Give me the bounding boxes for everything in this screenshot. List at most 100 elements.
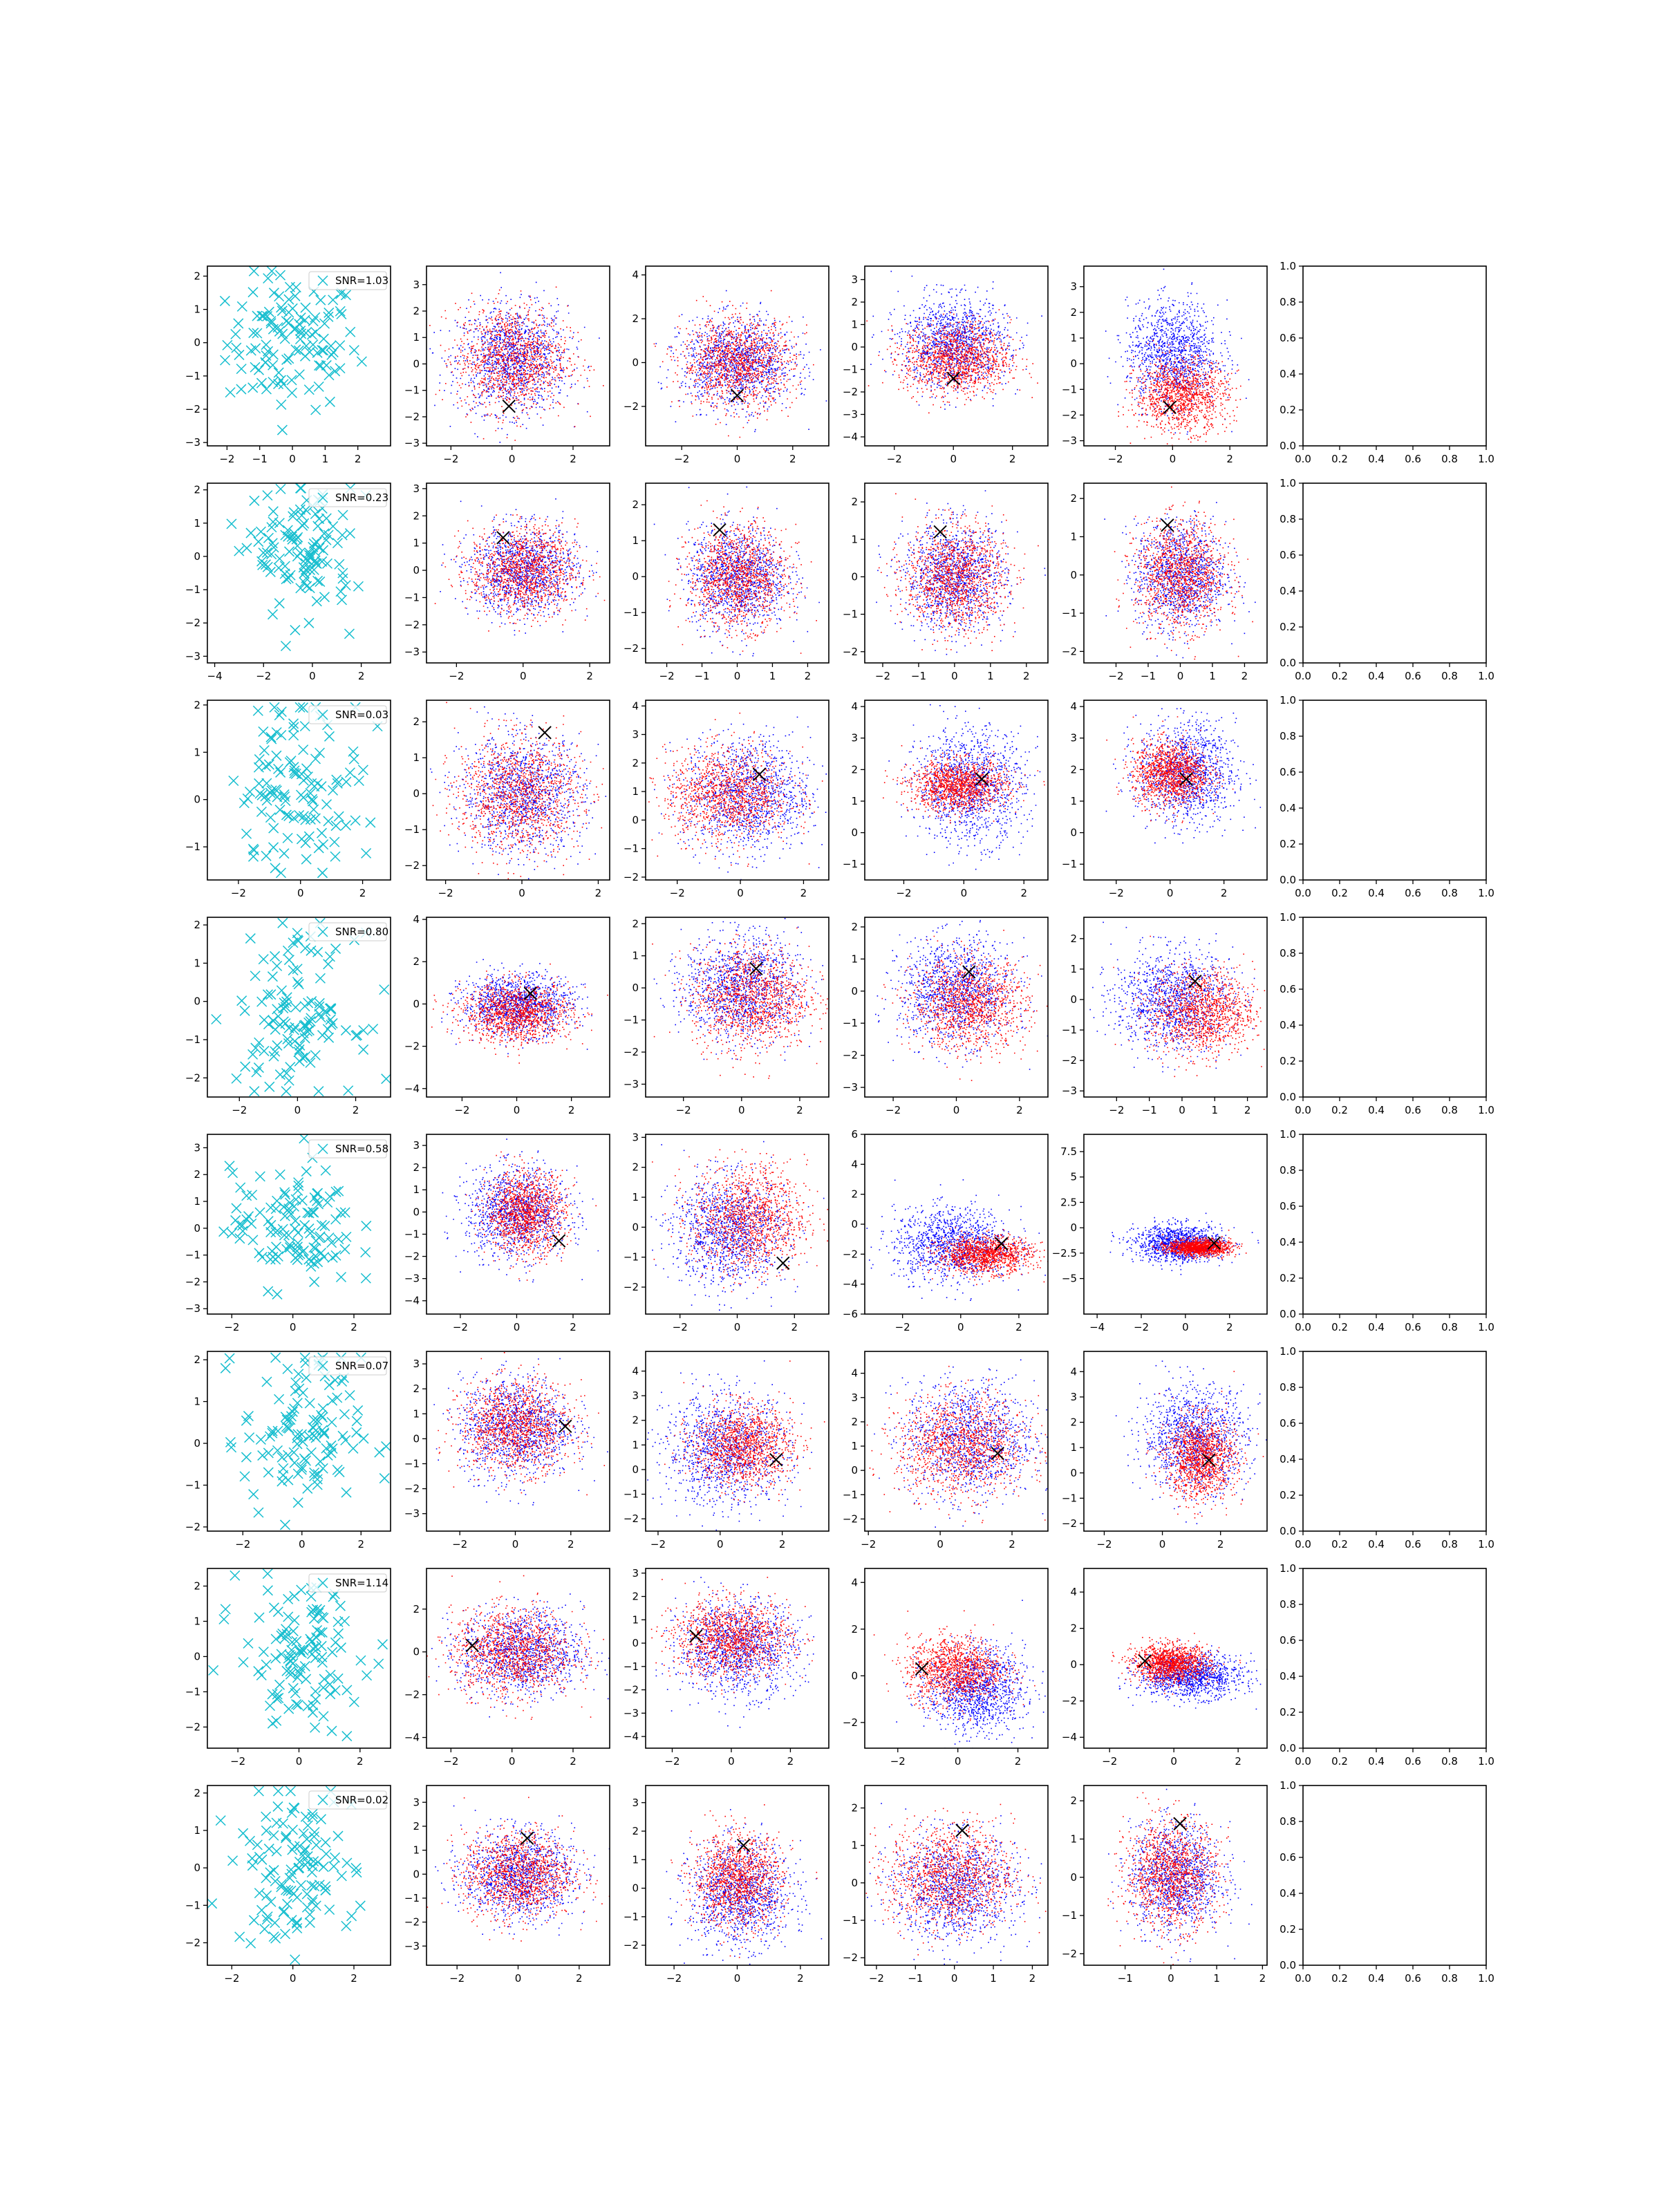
data-point (276, 270, 285, 280)
data-point (254, 1613, 264, 1622)
y-tick-label: 2 (413, 509, 420, 522)
y-tick-label: −1 (404, 591, 420, 603)
data-point (253, 706, 263, 715)
data-point (312, 1480, 322, 1490)
scatter-red (845, 1804, 1047, 1956)
x-tick-label: 0 (1167, 887, 1174, 899)
data-point (316, 295, 326, 305)
data-point (228, 1856, 238, 1866)
x-axis: −2 0 2 (453, 1314, 577, 1333)
data-point (301, 303, 310, 312)
x-axis: 0.0 0.2 0.4 0.6 0.8 1.0 (1295, 663, 1494, 682)
y-axis: 0.00.20.40.60.81.0 (1280, 694, 1303, 886)
y-tick-label: 3 (413, 482, 420, 495)
x-tick-label: −2 (235, 1538, 250, 1550)
data-point (225, 1437, 235, 1447)
y-tick-label: 1 (851, 1839, 858, 1852)
axes-frame (427, 1568, 610, 1748)
data-point (257, 1855, 267, 1864)
x-tick-label: 2 (358, 670, 365, 682)
x-tick-label: −2 (256, 670, 271, 682)
data-point (318, 868, 328, 878)
y-tick-label: −4 (404, 1295, 420, 1307)
data-point (379, 1474, 389, 1483)
data-point (230, 1571, 240, 1580)
data-point (308, 796, 317, 806)
x-tick-label: 0 (953, 1104, 960, 1116)
x-tick-label: 0.4 (1368, 1972, 1385, 1985)
y-tick-label: 0.0 (1280, 1959, 1296, 1971)
data-point (232, 1203, 241, 1213)
legend-label: SNR=0.07 (335, 1360, 388, 1372)
data-point (259, 955, 268, 964)
data-point (359, 1044, 368, 1054)
x-tick-label: 0.0 (1295, 1755, 1311, 1768)
x-axis: −2 0 2 (890, 1748, 1022, 1768)
scatter-red (652, 906, 847, 1079)
x-tick-label: −2 (1096, 1538, 1112, 1550)
data-point (310, 1723, 320, 1732)
y-tick-label: 2 (632, 1591, 639, 1603)
data-point (341, 1026, 350, 1035)
y-tick-label: −2 (185, 1071, 200, 1084)
y-tick-label: 0 (851, 1669, 858, 1682)
y-tick-label: −1 (843, 1914, 858, 1927)
y-tick-label: 0.2 (1280, 404, 1296, 416)
y-tick-label: 5 (1070, 1171, 1077, 1183)
y-tick-label: 0 (1070, 1221, 1077, 1234)
y-axis: 0.00.20.40.60.81.0 (1280, 1128, 1303, 1320)
y-tick-label: −1 (624, 843, 639, 855)
data-point (266, 1897, 276, 1906)
data-point (274, 292, 284, 301)
x-axis: 0.0 0.2 0.4 0.6 0.8 1.0 (1295, 446, 1494, 465)
x-axis: −2 0 2 (1109, 880, 1228, 899)
data-point (270, 951, 280, 961)
data-point (269, 288, 279, 298)
x-tick-label: 0.2 (1331, 1755, 1348, 1768)
data-point (219, 1614, 229, 1624)
y-tick-label: 0.0 (1280, 1091, 1296, 1103)
data-point (290, 1216, 300, 1226)
data-point (227, 1228, 236, 1238)
y-tick-label: 2 (632, 1161, 639, 1174)
data-point (306, 1592, 316, 1602)
data-point (240, 1006, 250, 1015)
data-point (263, 1468, 273, 1477)
x-tick-label: 1 (769, 670, 776, 682)
x-tick-label: −2 (443, 453, 458, 465)
data-point (309, 1259, 319, 1268)
y-tick-label: 4 (851, 700, 858, 713)
y-tick-label: −2.5 (1052, 1247, 1077, 1259)
x-axis: −2 0 2 (224, 1965, 357, 1985)
data-point (227, 519, 236, 529)
y-tick-label: −2 (1062, 1054, 1077, 1067)
y-tick-label: 1 (194, 303, 200, 316)
x-tick-label: −2 (449, 1972, 465, 1985)
y-tick-label: 2 (413, 305, 420, 317)
axes-frame (427, 1351, 610, 1531)
data-point (341, 1921, 351, 1931)
x-tick-label: −2 (232, 1104, 247, 1116)
y-tick-label: 1.0 (1280, 1128, 1296, 1141)
data-point (308, 794, 317, 804)
y-tick-label: 2 (851, 1623, 858, 1635)
x-tick-label: 2 (1009, 1538, 1015, 1550)
data-point (247, 1853, 257, 1863)
y-tick-label: 0 (194, 550, 200, 563)
y-tick-label: −1 (624, 1251, 639, 1264)
y-tick-label: 0 (194, 1650, 200, 1662)
data-point (340, 1244, 350, 1254)
y-tick-label: 2 (413, 955, 420, 968)
data-point (261, 1826, 271, 1835)
x-tick-label: 2 (789, 453, 796, 465)
x-tick-label: 0.8 (1441, 453, 1458, 465)
